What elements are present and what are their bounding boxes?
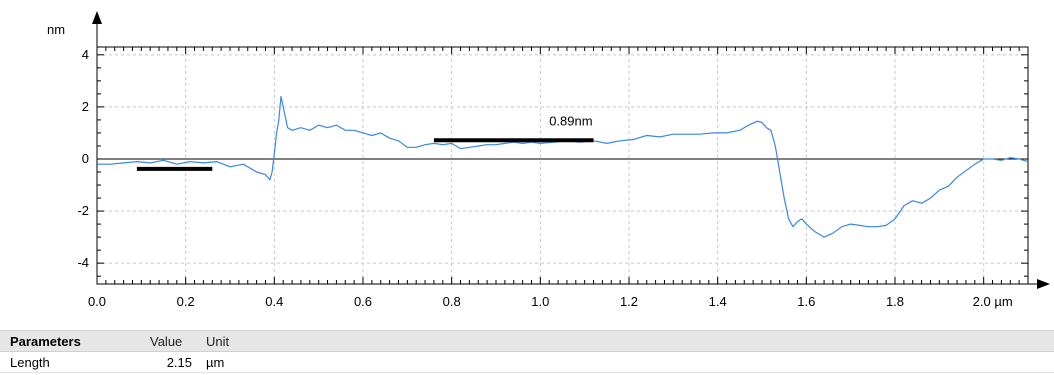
y-tick-label: 0: [82, 151, 89, 166]
y-axis-label: nm: [47, 22, 65, 37]
x-tick-label: 1.2: [620, 294, 638, 309]
height-annotation: 0.89nm: [549, 114, 592, 129]
x-tick-label: 1.6: [797, 294, 815, 309]
x-tick-label: 0.4: [265, 294, 283, 309]
x-tick-label: 1.0: [531, 294, 549, 309]
marker-group: [136, 138, 594, 171]
grid: [97, 47, 1028, 284]
header-parameters: Parameters: [10, 333, 81, 349]
table-row: Length 2.15 µm: [0, 352, 1054, 373]
y-tick-label: 4: [82, 47, 89, 62]
annotation-group: 0.89nm: [549, 114, 592, 129]
y-tick-label: -4: [77, 255, 89, 270]
x-tick-labels: 0.0 0.2 0.4 0.6 0.8 1.0 1.2 1.4 1.6 1.8 2.0 µm: [88, 294, 1013, 309]
axis-ticks: [96, 47, 1029, 284]
y-axis-arrow: [92, 11, 102, 24]
header-value: Value: [150, 333, 183, 349]
x-tick-label: 0.2: [177, 294, 195, 309]
x-tick-label: 1.4: [709, 294, 727, 309]
x-axis-arrow: [1037, 279, 1050, 289]
x-tick-label: 0.6: [354, 294, 372, 309]
y-tick-label: -2: [77, 203, 89, 218]
y-tick-labels: -4 -2 0 2 4: [77, 47, 89, 270]
header-unit: Unit: [206, 333, 230, 349]
param-value: 2.15: [166, 354, 192, 370]
x-tick-label: 0.0: [88, 294, 106, 309]
parameters-header-row: Parameters Value Unit: [0, 330, 1054, 352]
parameters-table: Parameters Value Unit Length 2.15 µm: [0, 330, 1054, 373]
y-tick-label: 2: [82, 99, 89, 114]
param-unit: µm: [206, 354, 225, 370]
x-tick-label: 0.8: [443, 294, 461, 309]
profile-chart: nm -4 -2 0 2 4 0.0 0.2 0.4 0.6 0.8 1.0 1.2 1.4 1.6 1.…: [47, 11, 1050, 309]
param-name: Length: [10, 354, 50, 370]
x-tick-label: 2.0 µm: [973, 294, 1013, 309]
x-tick-label: 1.8: [886, 294, 904, 309]
axis-arrows: [92, 11, 1050, 289]
